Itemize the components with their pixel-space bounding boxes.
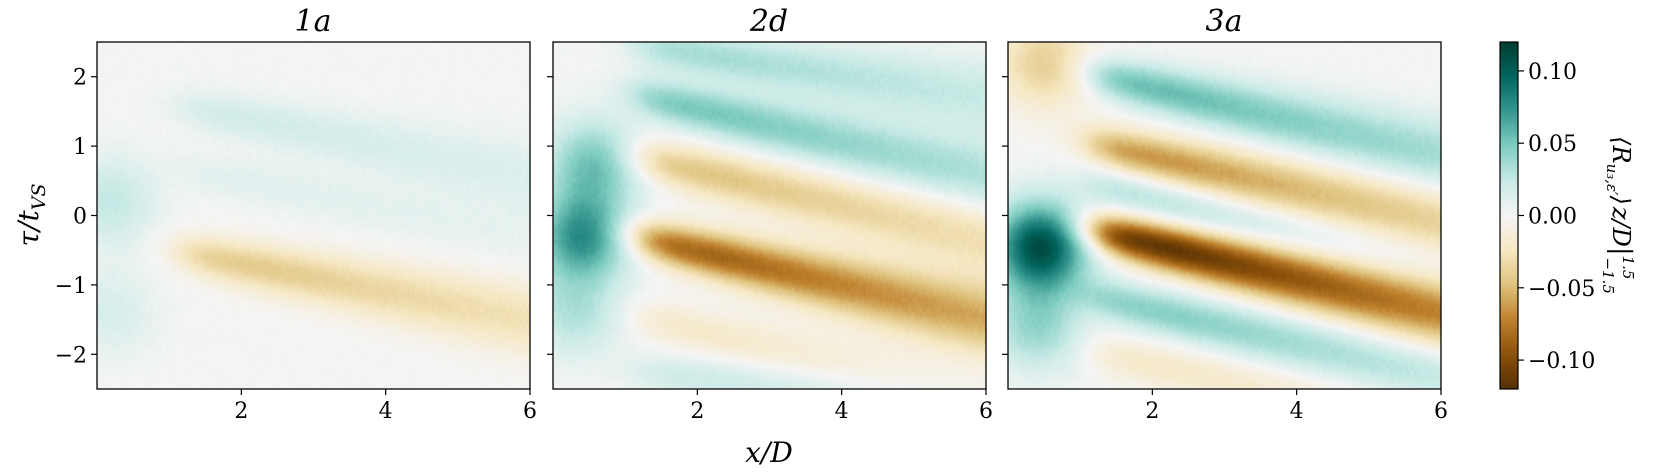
y-tick-label: −1 — [55, 274, 87, 299]
panel-1: 1a 2 4 6 2 1 0 −1 −2 — [55, 4, 537, 424]
x-tick-label: 2 — [1145, 399, 1159, 424]
x-tick-label: 6 — [523, 399, 537, 424]
x-axis-label: x/D — [745, 436, 793, 469]
colorbar-label-main: ⟨R — [1607, 136, 1635, 163]
colorbar-label-range-top: 1.5 — [1619, 256, 1637, 280]
panel-2: 2d 2 4 6 — [547, 4, 993, 424]
panel-2-heatmap — [553, 42, 986, 389]
y-tick-label: −2 — [55, 343, 87, 368]
x-tick-label: 2 — [234, 399, 248, 424]
panel-1-ticks: 2 4 6 2 1 0 −1 −2 — [55, 66, 537, 424]
colorbar-tick-label: 0.00 — [1528, 205, 1577, 230]
y-axis-label: τ/tVS — [12, 184, 50, 247]
x-tick-label: 4 — [835, 399, 849, 424]
colorbar-label-bar: | — [1606, 247, 1636, 256]
colorbar-tick-label: −0.10 — [1528, 349, 1595, 374]
colorbar-tick-label: 0.05 — [1528, 132, 1577, 157]
panel-3-title: 3a — [1206, 4, 1243, 39]
colorbar-label-bracket: ⟩ — [1607, 194, 1635, 204]
colorbar: 0.10 0.05 0.00 −0.05 −0.10 ⟨Ru₃,ε′⟩ z/D|1.5−1… — [1499, 41, 1637, 390]
y-axis-label-main: τ/t — [12, 210, 45, 247]
panel-1-title: 1a — [295, 4, 332, 39]
panel-3-ticks: 2 4 6 — [1002, 76, 1448, 424]
x-tick-label: 2 — [690, 399, 704, 424]
x-tick-label: 4 — [379, 399, 393, 424]
colorbar-tick-label: −0.05 — [1528, 277, 1595, 302]
colorbar-ticks: 0.10 0.05 0.00 −0.05 −0.10 — [1518, 60, 1595, 374]
panel-3: 3a 2 4 6 — [1002, 4, 1448, 424]
colorbar-label-sub: u₃,ε′ — [1603, 164, 1621, 196]
x-tick-label: 6 — [1434, 399, 1448, 424]
panel-2-title: 2d — [749, 4, 788, 39]
colorbar-gradient — [1500, 42, 1518, 389]
panel-2-ticks: 2 4 6 — [547, 76, 993, 424]
panel-3-heatmap — [1008, 42, 1441, 389]
x-tick-label: 4 — [1290, 399, 1304, 424]
colorbar-label-rest: z/D — [1607, 206, 1635, 247]
panel-1-heatmap — [97, 42, 530, 389]
x-tick-label: 6 — [979, 399, 993, 424]
colorbar-label: ⟨Ru₃,ε′⟩ z/D|1.5−1.5 — [1599, 136, 1637, 294]
colorbar-label-range-bottom: −1.5 — [1599, 257, 1617, 293]
y-tick-label: 1 — [73, 135, 87, 160]
y-axis-label-sub: VS — [28, 184, 50, 211]
colorbar-tick-label: 0.10 — [1528, 60, 1577, 85]
y-tick-label: 0 — [73, 205, 87, 230]
y-tick-label: 2 — [73, 66, 87, 91]
